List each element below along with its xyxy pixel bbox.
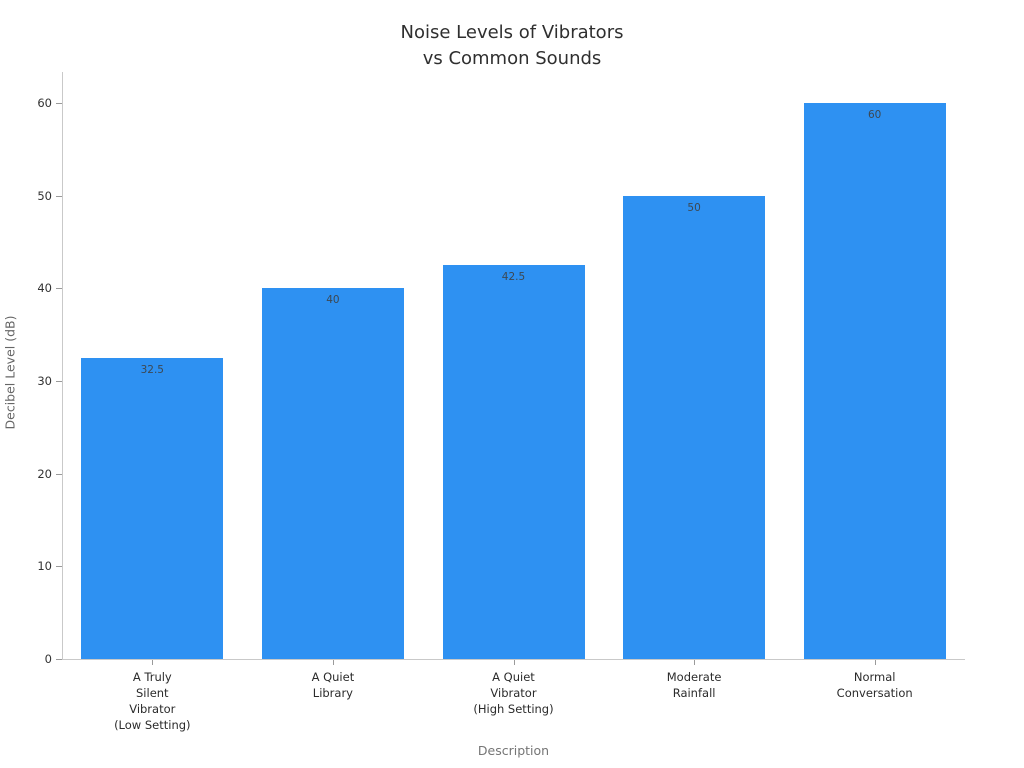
y-tick-mark	[56, 102, 62, 104]
chart-title: Noise Levels of Vibrators vs Common Soun…	[400, 22, 624, 69]
bar: 60	[803, 102, 946, 659]
x-axis-label: Description	[477, 743, 550, 758]
x-axis-line	[62, 659, 965, 660]
y-tick-mark	[56, 659, 62, 660]
y-tick-mark	[56, 288, 62, 290]
bar-value-label: 40	[326, 294, 340, 307]
y-tick-mark	[56, 195, 62, 197]
x-category-label: Normal Conversation	[836, 670, 913, 700]
y-axis-label: Decibel Level (dB)	[2, 315, 18, 430]
x-tick-mark	[513, 660, 515, 665]
y-tick-label: 0	[44, 652, 52, 666]
x-tick-mark	[152, 660, 154, 665]
x-tick-mark	[694, 660, 696, 665]
y-tick-label: 40	[37, 281, 52, 296]
y-tick-label: 10	[37, 559, 52, 574]
bar: 50	[623, 195, 766, 659]
bar-value-label: 60	[868, 108, 882, 121]
bar: 32.5	[81, 357, 224, 659]
x-tick-mark	[874, 660, 876, 665]
bar-value-label: 32.5	[140, 363, 164, 376]
y-tick-label: 20	[37, 466, 52, 481]
bar: 42.5	[442, 265, 585, 659]
y-tick-mark	[56, 380, 62, 382]
y-tick-label: 60	[37, 95, 52, 110]
y-tick-mark	[56, 566, 62, 568]
y-tick-label: 30	[37, 373, 52, 388]
x-category-label: A Quiet Library	[311, 670, 355, 700]
x-category-label: Moderate Rainfall	[666, 670, 722, 700]
bar-value-label: 50	[687, 201, 701, 214]
y-tick-label: 50	[37, 188, 52, 203]
x-tick-mark	[332, 660, 334, 665]
x-category-label: A Truly Silent Vibrator (Low Setting)	[114, 670, 191, 732]
bar-value-label: 42.5	[501, 271, 526, 284]
bar: 40	[261, 288, 404, 659]
x-category-label: A Quiet Vibrator (High Setting)	[473, 670, 554, 716]
y-tick-mark	[56, 473, 62, 475]
y-axis-line	[62, 72, 63, 660]
